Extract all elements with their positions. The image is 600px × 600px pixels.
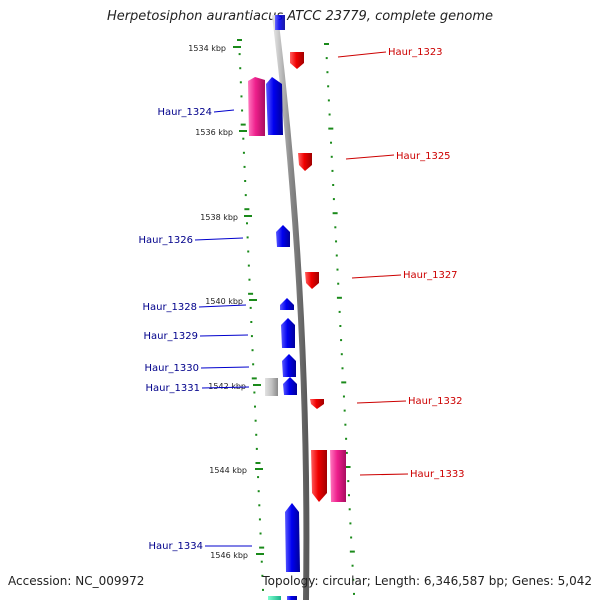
cds-arrow-haur-1331 xyxy=(283,377,297,395)
cds-arrow-haur-1326 xyxy=(276,225,290,247)
cds-arrow-haur-1330 xyxy=(282,354,296,377)
gene-label-haur-1333[interactable]: Haur_1333 xyxy=(410,469,465,480)
gene-label-haur-1334[interactable]: Haur_1334 xyxy=(148,541,203,552)
reverse-strand-labels: Haur_1323 Haur_1325 Haur_1327 Haur_1332 … xyxy=(337,47,465,480)
gene-label-haur-1329[interactable]: Haur_1329 xyxy=(143,331,198,342)
map-title: Herpetosiphon aurantiacus ATCC 23779, co… xyxy=(106,9,494,24)
scale-label: 1534 kbp xyxy=(188,44,226,53)
scale-label: 1546 kbp xyxy=(210,551,248,560)
forward-strand-labels: Haur_1324 Haur_1326 Haur_1328 Haur_1329 … xyxy=(138,107,252,552)
gene-label-haur-1332[interactable]: Haur_1332 xyxy=(408,396,463,407)
rna-feature-haur-1333 xyxy=(330,450,346,502)
gene-label-haur-1325[interactable]: Haur_1325 xyxy=(396,151,451,162)
label-leader xyxy=(359,473,409,476)
label-leader xyxy=(200,366,250,369)
gene-features xyxy=(248,15,346,600)
cds-arrow-haur-1324 xyxy=(266,77,283,135)
cds-arrow xyxy=(287,596,297,600)
scale-label: 1544 kbp xyxy=(209,466,247,475)
accession-text: Accession: NC_009972 xyxy=(8,574,145,588)
gene-label-haur-1331[interactable]: Haur_1331 xyxy=(145,383,200,394)
cds-arrow-haur-1333 xyxy=(311,450,327,502)
genome-stats-text: Topology: circular; Length: 6,346,587 bp… xyxy=(262,574,592,588)
label-leader xyxy=(213,109,235,113)
cds-arrow-haur-1329 xyxy=(281,318,295,348)
label-leader xyxy=(356,400,407,404)
label-leader xyxy=(194,237,244,241)
label-leader xyxy=(199,334,249,337)
scale-label: 1536 kbp xyxy=(195,128,233,137)
cds-arrow-haur-1334 xyxy=(285,503,300,572)
pseudogene-haur-1331 xyxy=(265,378,278,396)
scale-label: 1542 kbp xyxy=(208,382,246,391)
gene-label-haur-1327[interactable]: Haur_1327 xyxy=(403,270,458,281)
scale-label: 1538 kbp xyxy=(200,213,238,222)
label-leader xyxy=(198,304,247,308)
scale-label: 1540 kbp xyxy=(205,297,243,306)
cds-arrow-haur-1332 xyxy=(310,399,324,409)
gene-label-haur-1323[interactable]: Haur_1323 xyxy=(388,47,443,58)
cds-arrow-haur-1325 xyxy=(298,153,312,171)
label-leader xyxy=(337,51,387,58)
cds-arrow-haur-1323 xyxy=(290,52,304,69)
label-leader xyxy=(201,386,250,389)
label-leader xyxy=(351,274,402,279)
tick-ring xyxy=(237,39,355,595)
label-leader xyxy=(345,154,395,160)
gene-label-haur-1330[interactable]: Haur_1330 xyxy=(144,363,199,374)
gene-label-haur-1328[interactable]: Haur_1328 xyxy=(142,302,197,313)
gene-label-haur-1326[interactable]: Haur_1326 xyxy=(138,235,193,246)
cds-arrow-haur-1328 xyxy=(280,298,294,310)
rna-feature-haur-1324 xyxy=(248,77,265,136)
gene-label-haur-1324[interactable]: Haur_1324 xyxy=(157,107,212,118)
rna-feature xyxy=(268,596,281,600)
scale-labels: 1534 kbp 1536 kbp 1538 kbp 1540 kbp 1542… xyxy=(188,44,264,560)
genome-backbone xyxy=(272,14,310,600)
cds-arrow-haur-1327 xyxy=(305,272,319,289)
cds-arrow xyxy=(275,15,285,30)
